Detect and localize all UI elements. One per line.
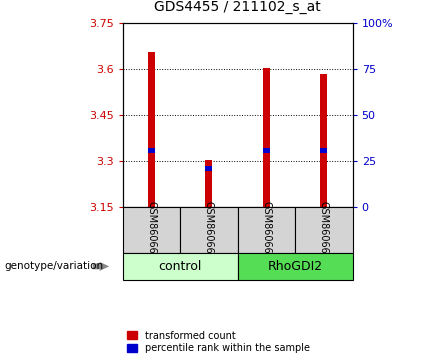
Bar [206,166,212,171]
Bar [320,74,327,207]
Bar [123,207,180,253]
Text: GDS4455 / 211102_s_at: GDS4455 / 211102_s_at [154,0,321,14]
Bar [148,52,155,207]
Bar [237,253,353,280]
Bar [263,148,270,153]
Text: RhoGDI2: RhoGDI2 [267,260,322,273]
Bar [237,207,295,253]
Text: GSM860664: GSM860664 [319,201,329,259]
Bar [148,148,155,153]
Bar [263,68,270,207]
Bar [295,207,353,253]
Text: genotype/variation: genotype/variation [4,261,104,272]
Legend: transformed count, percentile rank within the sample: transformed count, percentile rank withi… [127,331,310,353]
Text: control: control [158,260,202,273]
Bar [180,207,237,253]
Bar [123,253,237,280]
Text: GSM860663: GSM860663 [261,201,271,259]
Text: GSM860662: GSM860662 [204,201,214,259]
Text: GSM860661: GSM860661 [146,201,157,259]
Bar [320,148,327,153]
FancyArrow shape [92,262,109,271]
Bar [206,160,212,207]
